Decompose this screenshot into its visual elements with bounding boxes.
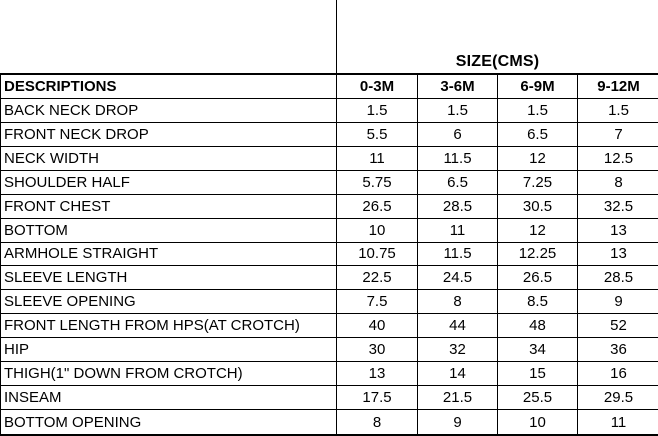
row-label: SLEEVE LENGTH	[1, 266, 337, 291]
row-value: 13	[578, 219, 658, 243]
row-value: 30.5	[498, 194, 578, 219]
row-value: 10	[498, 410, 578, 434]
column-header-9-12m: 9-12M	[578, 75, 658, 99]
table-row: NECK WIDTH 11 11.5 12 12.5	[1, 146, 658, 171]
row-value: 28.5	[578, 266, 658, 291]
row-value: 11.5	[418, 242, 498, 267]
row-value: 30	[337, 338, 418, 363]
row-value: 36	[578, 338, 658, 363]
column-header-descriptions: DESCRIPTIONS	[1, 75, 337, 99]
row-value: 10.75	[337, 242, 418, 267]
table-row: SLEEVE OPENING 7.5 8 8.5 9	[1, 290, 658, 315]
row-value: 17.5	[337, 386, 418, 411]
row-value: 1.5	[498, 98, 578, 123]
row-label: FRONT LENGTH FROM HPS(AT CROTCH)	[1, 314, 337, 339]
row-value: 8	[337, 410, 418, 434]
row-value: 25.5	[498, 386, 578, 411]
table-row: ARMHOLE STRAIGHT 10.75 11.5 12.25 13	[1, 242, 658, 267]
table-top-region: SIZE(CMS)	[0, 0, 658, 73]
row-value: 52	[578, 314, 658, 339]
row-value: 10	[337, 218, 418, 243]
row-value: 5.75	[337, 170, 418, 195]
row-value: 29.5	[578, 386, 658, 411]
table-row: SHOULDER HALF 5.75 6.5 7.25 8	[1, 170, 658, 195]
table-row: BOTTOM 10 11 12 13	[1, 218, 658, 243]
row-value: 15	[498, 362, 578, 387]
table-row: BOTTOM OPENING 8 9 10 11	[1, 410, 658, 434]
row-value: 1.5	[337, 98, 418, 123]
row-value: 7	[578, 123, 658, 147]
row-value: 21.5	[418, 386, 498, 411]
row-value: 9	[578, 290, 658, 315]
table-row: FRONT LENGTH FROM HPS(AT CROTCH) 40 44 48 52	[1, 314, 658, 339]
row-value: 40	[337, 314, 418, 339]
table-row: INSEAM 17.5 21.5 25.5 29.5	[1, 386, 658, 411]
row-value: 26.5	[337, 194, 418, 219]
row-value: 12.5	[578, 147, 658, 171]
row-label: BOTTOM	[1, 218, 337, 243]
row-label: SLEEVE OPENING	[1, 290, 337, 315]
row-value: 26.5	[498, 266, 578, 291]
row-value: 13	[578, 243, 658, 267]
row-value: 9	[418, 410, 498, 434]
row-label: BACK NECK DROP	[1, 98, 337, 123]
column-header-6-9m: 6-9M	[498, 75, 578, 99]
row-value: 8	[418, 290, 498, 315]
row-value: 11	[418, 218, 498, 243]
row-value: 7.25	[498, 170, 578, 195]
row-value: 11	[610, 413, 627, 431]
row-value: 8	[578, 171, 658, 195]
size-group-header-cell: SIZE(CMS)	[337, 0, 658, 73]
row-label: BOTTOM OPENING	[1, 410, 337, 434]
row-label: FRONT NECK DROP	[1, 122, 337, 147]
row-value: 28.5	[418, 194, 498, 219]
row-value: 32	[418, 338, 498, 363]
row-value: 8.5	[498, 290, 578, 315]
row-value: 14	[418, 362, 498, 387]
row-label: THIGH(1" DOWN FROM CROTCH)	[1, 362, 337, 387]
row-label: INSEAM	[1, 386, 337, 411]
size-units-header: SIZE(CMS)	[455, 53, 540, 70]
row-value: 7.5	[337, 290, 418, 315]
column-header-3-6m: 3-6M	[418, 75, 498, 99]
row-value: 1.5	[578, 99, 658, 123]
row-value: 6	[418, 122, 498, 147]
table-row: THIGH(1" DOWN FROM CROTCH) 13 14 15 16	[1, 362, 658, 387]
row-label: NECK WIDTH	[1, 146, 337, 171]
empty-corner-cell	[0, 0, 337, 73]
row-value: 44	[418, 314, 498, 339]
row-value: 6.5	[418, 170, 498, 195]
row-value: 22.5	[337, 266, 418, 291]
row-label: ARMHOLE STRAIGHT	[1, 242, 337, 267]
row-label: HIP	[1, 338, 337, 363]
table-row: HIP 30 32 34 36	[1, 338, 658, 363]
row-value: 5.5	[337, 122, 418, 147]
row-value: 6.5	[498, 122, 578, 147]
row-value: 11.5	[418, 146, 498, 171]
row-value: 1.5	[418, 98, 498, 123]
row-label: SHOULDER HALF	[1, 170, 337, 195]
table-row: SLEEVE LENGTH 22.5 24.5 26.5 28.5	[1, 266, 658, 291]
table-header-row: DESCRIPTIONS 0-3M 3-6M 6-9M 9-12M	[1, 75, 658, 99]
row-value: 48	[498, 314, 578, 339]
row-value: 16	[578, 362, 658, 387]
row-value: 32.5	[578, 195, 658, 219]
column-header-0-3m: 0-3M	[337, 75, 418, 99]
row-label: FRONT CHEST	[1, 194, 337, 219]
row-value: 13	[337, 362, 418, 387]
row-value: 12	[498, 146, 578, 171]
row-value: 24.5	[418, 266, 498, 291]
table-row: FRONT CHEST 26.5 28.5 30.5 32.5	[1, 194, 658, 219]
table-row: FRONT NECK DROP 5.5 6 6.5 7	[1, 122, 658, 147]
table-row: BACK NECK DROP 1.5 1.5 1.5 1.5	[1, 98, 658, 123]
size-chart-table: DESCRIPTIONS 0-3M 3-6M 6-9M 9-12M BACK N…	[0, 73, 658, 436]
row-value: 12.25	[498, 242, 578, 267]
row-value: 12	[498, 218, 578, 243]
row-value: 34	[498, 338, 578, 363]
row-value: 11	[337, 146, 418, 171]
